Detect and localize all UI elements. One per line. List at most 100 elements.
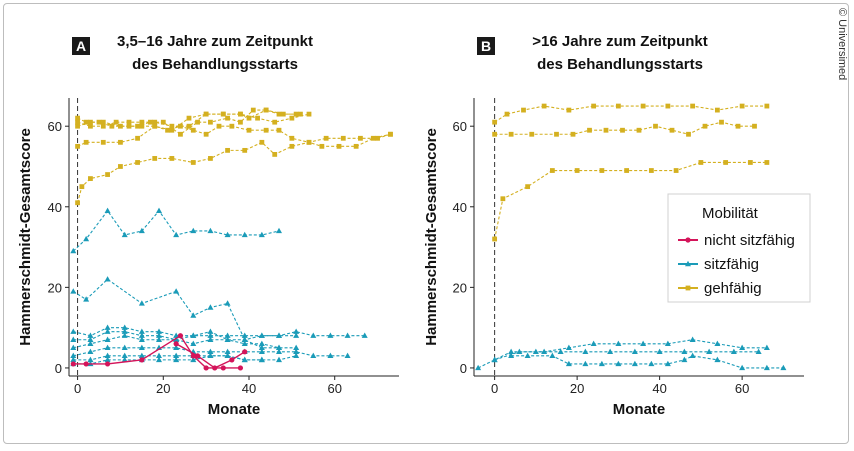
data-point [113,119,119,125]
data-point [714,356,721,363]
data-point [276,332,282,338]
data-point [615,103,621,109]
data-point [118,139,123,145]
data-point [83,139,89,145]
data-point [138,300,145,306]
data-point [83,296,90,302]
data-point [224,332,231,338]
data-point [156,356,162,363]
data-point [224,231,231,238]
data-point [75,115,80,121]
data-point [258,344,265,350]
data-point [681,348,688,355]
data-point [276,356,282,363]
data-point [75,123,80,129]
data-point [135,160,140,165]
data-point [126,119,132,125]
series-sitzfaehig [70,332,300,350]
data-point [258,356,265,363]
series-nicht_sitzfaehig [70,333,244,371]
data-point [83,119,89,125]
data-point [719,119,724,125]
data-point [203,365,209,371]
data-point [190,227,197,234]
data-point [156,352,162,359]
data-point [190,332,197,338]
data-point [207,352,214,359]
series-sitzfaehig [491,336,770,363]
series-sitzfaehig [70,324,368,342]
x-tick-label: 20 [570,381,584,396]
data-point [216,123,222,129]
data-point [104,352,111,359]
data-point [173,344,180,350]
data-point [763,344,770,350]
legend-item-label: sitzfähig [704,256,759,273]
y-tick-label: 40 [48,200,62,215]
data-point [293,332,300,338]
data-point [177,333,184,339]
data-point [529,131,535,137]
legend-marker [685,285,691,291]
series-sitzfaehig [70,207,282,254]
data-point [508,131,514,137]
data-point [276,344,282,350]
data-point [516,348,523,355]
series-line [494,121,755,135]
data-point [165,127,170,133]
data-point [566,107,572,113]
data-point [178,123,183,129]
data-point [739,344,746,350]
data-point [104,328,111,334]
data-point [156,332,162,338]
data-point [344,332,351,338]
data-point [289,115,295,121]
data-point [207,348,214,355]
data-point [138,227,145,234]
data-point [160,119,166,125]
panel-title-line2: des Behandlungsstarts [132,56,298,73]
figure-frame [3,3,849,444]
data-point [75,200,80,206]
data-point [135,123,140,129]
x-tick-label: 40 [652,381,666,396]
y-tick-label: 20 [453,280,467,295]
data-point [565,360,572,367]
data-point [258,231,265,238]
x-tick-label: 0 [74,381,81,396]
series-gehfaehig [75,131,393,206]
data-point [491,356,498,363]
data-point [306,139,312,145]
data-point [190,312,197,318]
copyright-note: © Universimed [834,8,850,108]
data-point [241,336,248,342]
data-point [70,288,77,294]
data-point [755,348,762,355]
panel-label: B [481,38,491,54]
data-point [220,365,226,371]
data-point [508,352,515,359]
data-point [156,336,162,342]
data-point [190,356,197,363]
data-point [599,168,605,173]
series-line [494,105,767,123]
data-point [241,332,248,338]
data-point [259,139,265,145]
data-point [615,360,622,367]
x-tick-label: 0 [491,381,498,396]
data-point [194,353,201,359]
y-axis-label: Hammerschmidt-Gesamtscore [17,128,34,346]
data-point [203,111,209,117]
data-point [100,123,106,129]
data-point [207,328,214,334]
data-point [70,328,77,334]
series-line [511,355,784,369]
data-point [524,352,531,359]
data-point [138,328,145,334]
data-point [70,247,77,254]
data-point [88,123,93,129]
data-point [570,131,576,137]
data-point [246,127,252,133]
data-point [104,276,111,282]
data-point [104,344,111,350]
